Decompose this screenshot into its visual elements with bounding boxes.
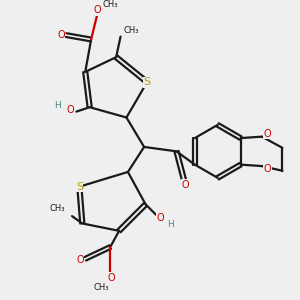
Text: O: O xyxy=(107,273,115,283)
Text: CH₃: CH₃ xyxy=(103,0,118,9)
Text: O: O xyxy=(264,129,272,139)
Text: O: O xyxy=(182,180,189,190)
Text: S: S xyxy=(76,182,83,192)
Text: O: O xyxy=(67,105,74,115)
Text: H: H xyxy=(55,101,61,110)
Text: H: H xyxy=(167,220,173,230)
Text: CH₃: CH₃ xyxy=(123,26,139,35)
Text: O: O xyxy=(76,255,84,265)
Text: O: O xyxy=(94,5,101,15)
Text: O: O xyxy=(157,213,164,223)
Text: O: O xyxy=(57,29,64,40)
Text: CH₃: CH₃ xyxy=(94,283,109,292)
Text: CH₃: CH₃ xyxy=(50,204,65,213)
Text: S: S xyxy=(143,77,151,87)
Text: O: O xyxy=(264,164,272,174)
